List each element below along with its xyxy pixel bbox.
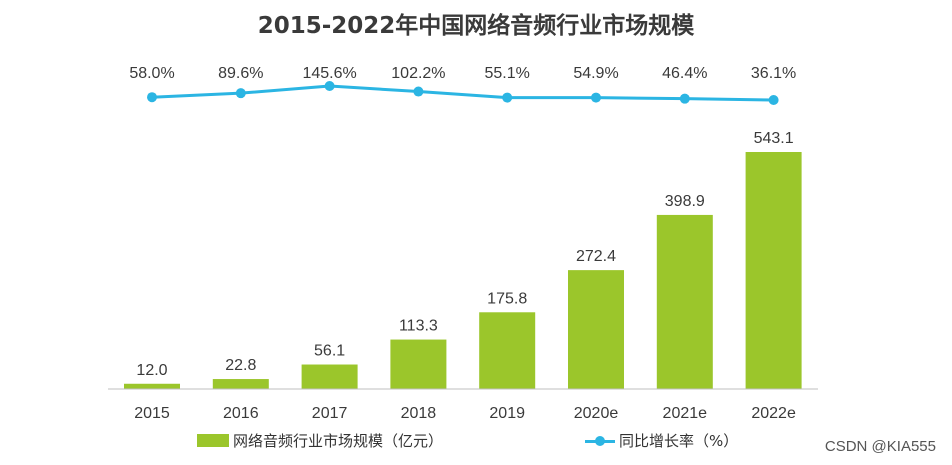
x-tick-label-2018: 2018 [401,405,437,422]
watermark: CSDN @KIA555 [824,438,936,455]
growth-label-2015: 58.0% [129,65,174,82]
bar-2022e [745,152,802,389]
bar-value-label-2017: 56.1 [314,343,345,360]
x-tick-label-2017: 2017 [312,405,348,422]
growth-label-2021e: 46.4% [662,65,707,82]
x-tick-label-2015: 2015 [134,405,170,422]
bar-2015 [124,383,180,389]
growth-label-2019: 55.1% [485,65,530,82]
growth-point-2018 [413,86,424,97]
bar-value-label-2019: 175.8 [487,290,527,307]
x-tick-label-2021e: 2021e [663,405,708,422]
growth-label-2016: 89.6% [218,65,263,82]
growth-point-2022e [768,95,779,105]
bar-2016 [212,379,269,389]
legend-line-swatch [585,435,615,447]
bar-value-label-2015: 12.0 [136,362,167,379]
legend-item-growth-rate: 同比增长率（%） [585,430,738,451]
x-tick-label-2020e: 2020e [574,405,619,422]
x-tick-label-2019: 2019 [489,405,525,422]
bar-value-label-2022e: 543.1 [754,130,794,147]
legend-item-market-size: 网络音频行业市场规模（亿元） [197,430,443,451]
bar-2018 [390,339,447,389]
growth-rate-line [151,84,774,102]
x-tick-label-2022e: 2022e [751,405,796,422]
bar-2017 [301,364,358,389]
growth-point-2016 [235,88,246,99]
growth-label-2022e: 36.1% [751,65,796,82]
growth-label-2018: 102.2% [391,65,445,82]
growth-point-2020e [591,92,601,103]
legend-bar-label: 网络音频行业市场规模（亿元） [233,432,444,450]
bar-2019 [479,312,536,389]
growth-point-2021e [679,93,690,104]
bar-value-label-2016: 22.8 [225,357,256,374]
growth-point-2017 [324,81,335,91]
growth-point-2015 [147,92,157,103]
growth-line-layer: 58.0% 89.6% 145.6% 102.2% 55.1% 54.9% 46.4% 36.… [129,65,796,105]
bar-value-label-2018: 113.3 [399,318,438,335]
bar-value-label-2021e: 398.9 [665,193,705,210]
x-tick-label-2016: 2016 [223,405,259,422]
growth-label-2017: 145.6% [302,65,356,82]
bar-layer: 12.0 22.8 56.1 113.3 175.8 272.4 398.9 543.1 [124,130,802,389]
growth-point-2019 [502,92,513,103]
growth-label-2020e: 54.9% [573,65,618,82]
bar-2020e [568,270,624,389]
legend-line-label: 同比增长率（%） [619,432,739,450]
chart-title: 2015-2022年中国网络音频行业市场规模 [257,13,695,39]
x-tick-layer: 2015 2016 2017 2018 2019 2020e 2021e 2022e [134,405,796,422]
bar-2021e [656,214,713,389]
bar-value-label-2020e: 272.4 [576,248,616,265]
legend-bar-swatch [197,434,229,447]
